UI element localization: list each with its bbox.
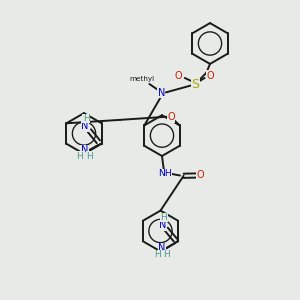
Text: S: S: [192, 78, 200, 91]
Text: methyl: methyl: [129, 76, 155, 82]
Text: H: H: [154, 250, 160, 259]
Text: H: H: [160, 213, 167, 222]
Text: O: O: [167, 112, 175, 122]
Text: N: N: [158, 88, 165, 98]
Text: H: H: [86, 152, 93, 161]
Text: H: H: [76, 152, 83, 161]
Text: O: O: [174, 70, 182, 81]
Text: H: H: [164, 250, 170, 259]
Text: O: O: [206, 70, 214, 81]
Text: N: N: [159, 220, 166, 230]
Text: H: H: [83, 114, 89, 123]
Text: N: N: [158, 243, 166, 254]
Text: N: N: [81, 145, 88, 155]
Text: O: O: [196, 170, 204, 181]
Text: NH: NH: [158, 169, 172, 178]
Text: N: N: [82, 121, 89, 131]
